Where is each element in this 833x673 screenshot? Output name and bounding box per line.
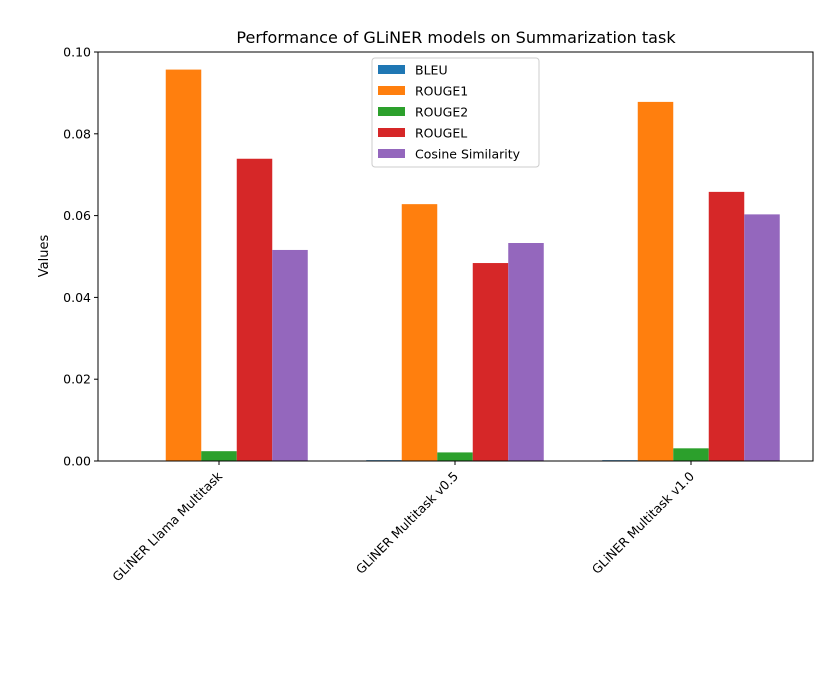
x-tick-label-0: GLiNER Llama Multitask [109,468,225,584]
legend-swatch-rougel [378,128,405,137]
legend-label-cosine-similarity: Cosine Similarity [415,147,521,162]
y-tick-label-3: 0.06 [63,208,91,223]
chart-title: Performance of GLiNER models on Summariz… [236,28,676,47]
y-tick-label-5: 0.10 [63,45,91,60]
legend-label-rouge1: ROUGE1 [415,84,468,99]
y-tick-label-2: 0.04 [63,290,91,305]
legend-box [371,57,540,168]
bar-cosine-similarity-0 [272,249,308,461]
x-tick-label-1: GLiNER Multitask v0.5 [353,469,461,577]
bar-rouge1-2 [637,101,674,461]
x-tick-label-2: GLiNER Multitask v1.0 [589,468,697,576]
bar-rougel-0 [236,158,273,461]
bar-rouge1-0 [165,69,202,461]
legend-swatch-rouge1 [378,86,405,95]
legend-swatch-rouge2 [378,107,405,116]
y-tick-label-4: 0.08 [63,126,91,141]
bars-group [165,69,780,462]
legend: BLEU ROUGE1 ROUGE2 ROUGEL Cosine Similarity [371,57,540,168]
bar-cosine-similarity-2 [744,214,780,461]
y-axis-label: Values [37,235,52,278]
bar-rouge2-2 [673,448,709,461]
bar-rougel-1 [472,263,509,461]
legend-label-rouge2: ROUGE2 [415,105,468,120]
legend-label-rougel: ROUGEL [415,126,467,141]
bar-rouge2-0 [201,451,237,461]
legend-swatch-cosine-similarity [378,149,405,158]
y-tick-label-0: 0.00 [63,454,91,469]
x-axis: GLiNER Llama Multitask GLiNER Multitask v… [109,461,697,584]
legend-swatch-bleu [378,65,405,74]
plot-frame [97,51,814,462]
bar-cosine-similarity-1 [508,243,544,461]
y-axis: 0.00 0.02 0.04 0.06 0.08 0.10 [63,45,98,469]
bar-rouge2-1 [437,452,473,461]
y-tick-label-1: 0.02 [63,372,91,387]
bar-rouge1-1 [401,204,438,461]
legend-label-bleu: BLEU [415,63,448,78]
bar-rougel-2 [708,191,745,462]
